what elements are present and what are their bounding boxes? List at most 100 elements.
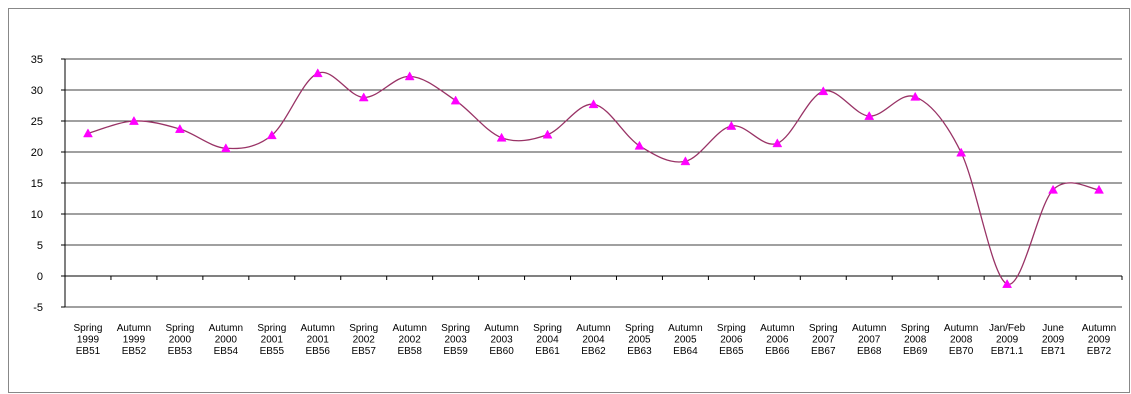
data-point-marker bbox=[910, 91, 921, 101]
x-tick-label: Spring bbox=[625, 323, 654, 334]
data-point-marker bbox=[864, 111, 875, 120]
data-point-marker bbox=[1002, 279, 1013, 288]
x-tick-label: 2002 bbox=[353, 335, 376, 346]
data-point-marker bbox=[818, 86, 829, 96]
x-tick-label: 1999 bbox=[77, 335, 100, 346]
x-tick-label: Autumn bbox=[392, 323, 426, 334]
x-tick-label: 2007 bbox=[812, 335, 835, 346]
x-tick-label: EB58 bbox=[397, 346, 422, 357]
x-tick-label: EB64 bbox=[673, 346, 698, 357]
y-tick-label: 0 bbox=[37, 271, 43, 283]
x-tick-label: Srping bbox=[717, 323, 746, 334]
x-tick-label: EB70 bbox=[949, 346, 974, 357]
x-tick-label: 2006 bbox=[720, 335, 743, 346]
x-tick-label: 2000 bbox=[169, 335, 192, 346]
data-point-marker bbox=[772, 138, 783, 148]
x-tick-label: EB51 bbox=[76, 346, 101, 357]
x-tick-label: EB69 bbox=[903, 346, 928, 357]
data-point-marker bbox=[358, 92, 369, 102]
x-tick-label: 2009 bbox=[1088, 335, 1111, 346]
x-tick-label: Autumn bbox=[944, 323, 978, 334]
x-tick-label: 2002 bbox=[399, 335, 422, 346]
x-tick-label: EB57 bbox=[351, 346, 376, 357]
x-tick-label: 2008 bbox=[950, 335, 973, 346]
x-tick-label: Spring bbox=[349, 323, 378, 334]
x-tick-label: EB55 bbox=[260, 346, 285, 357]
x-tick-label: 2005 bbox=[628, 335, 651, 346]
x-tick-label: Autumn bbox=[484, 323, 518, 334]
x-tick-label: EB71.1 bbox=[991, 346, 1024, 357]
x-tick-label: 2004 bbox=[536, 335, 559, 346]
data-point-marker bbox=[542, 129, 553, 139]
x-tick-label: EB53 bbox=[168, 346, 193, 357]
x-tick-label: EB63 bbox=[627, 346, 652, 357]
x-tick-label: Spring bbox=[901, 323, 930, 334]
data-point-marker bbox=[312, 68, 323, 78]
x-tick-label: 2009 bbox=[996, 335, 1019, 346]
x-tick-label: EB66 bbox=[765, 346, 790, 357]
y-tick-label: 35 bbox=[31, 54, 43, 66]
x-tick-label: June bbox=[1042, 323, 1064, 334]
data-point-marker bbox=[129, 115, 139, 125]
x-tick-label: Autumn bbox=[760, 323, 794, 334]
x-tick-label: EB65 bbox=[719, 346, 744, 357]
x-tick-label: 2007 bbox=[858, 335, 881, 346]
data-point-marker bbox=[956, 147, 967, 157]
x-tick-label: 2008 bbox=[904, 335, 927, 346]
data-point-marker bbox=[266, 130, 277, 140]
x-tick-label: Spring bbox=[74, 323, 103, 334]
x-tick-label: 2000 bbox=[215, 335, 238, 346]
x-tick-label: 2001 bbox=[261, 335, 284, 346]
x-tick-label: Autumn bbox=[1082, 323, 1116, 334]
x-tick-label: Jan/Feb bbox=[989, 323, 1026, 334]
data-point-marker bbox=[83, 128, 93, 138]
x-tick-label: 2003 bbox=[445, 335, 468, 346]
data-point-marker bbox=[450, 95, 461, 105]
data-point-marker bbox=[404, 71, 415, 81]
chart-frame: -5 0 5 10 15 20 25 30 35 Spring 1999 EB51 Autumn 1999… bbox=[8, 8, 1130, 393]
x-tick-label: EB59 bbox=[443, 346, 468, 357]
x-tick-label: Spring bbox=[257, 323, 286, 334]
x-tick-label: 2005 bbox=[674, 335, 697, 346]
x-tick-label: Spring bbox=[165, 323, 194, 334]
x-tick-label: EB71 bbox=[1041, 346, 1066, 357]
data-point-marker bbox=[174, 124, 185, 133]
data-point-marker bbox=[1048, 184, 1058, 194]
data-point-marker bbox=[634, 140, 645, 150]
x-tick-label: Spring bbox=[533, 323, 562, 334]
x-tick-label: EB72 bbox=[1087, 346, 1112, 357]
x-tick-label: 2001 bbox=[307, 335, 330, 346]
x-tick-label: Autumn bbox=[117, 323, 151, 334]
x-tick-label: Autumn bbox=[668, 323, 702, 334]
x-tick-label: Spring bbox=[809, 323, 838, 334]
data-point-marker bbox=[726, 120, 737, 130]
x-tick-label: Autumn bbox=[576, 323, 610, 334]
x-tick-label: EB54 bbox=[214, 346, 239, 357]
data-point-marker bbox=[1094, 184, 1104, 194]
x-tick-label: Autumn bbox=[852, 323, 886, 334]
data-point-marker bbox=[496, 132, 507, 142]
x-tick-label: EB62 bbox=[581, 346, 606, 357]
line-chart: -505101520253035Spring1999EB51Autumn1999… bbox=[31, 54, 1123, 357]
x-tick-label: Autumn bbox=[301, 323, 335, 334]
x-tick-label: EB67 bbox=[811, 346, 836, 357]
x-tick-label: EB56 bbox=[306, 346, 331, 357]
x-tick-label: 2004 bbox=[582, 335, 605, 346]
y-tick-label: 30 bbox=[31, 85, 43, 97]
y-tick-label: 15 bbox=[31, 178, 43, 190]
data-point-marker bbox=[220, 143, 231, 153]
x-tick-label: EB68 bbox=[857, 346, 882, 357]
x-tick-label: 2003 bbox=[490, 335, 513, 346]
x-tick-label: 2009 bbox=[1042, 335, 1065, 346]
x-tick-label: EB52 bbox=[122, 346, 147, 357]
data-point-marker bbox=[588, 99, 599, 109]
x-tick-label: EB61 bbox=[535, 346, 560, 357]
y-tick-label: -5 bbox=[33, 302, 43, 314]
y-tick-label: 5 bbox=[37, 240, 43, 252]
y-tick-label: 25 bbox=[31, 116, 43, 128]
x-tick-label: EB60 bbox=[489, 346, 514, 357]
y-tick-label: 20 bbox=[31, 147, 43, 159]
x-tick-label: 2006 bbox=[766, 335, 789, 346]
data-point-marker bbox=[680, 156, 691, 166]
x-tick-label: 1999 bbox=[123, 335, 146, 346]
